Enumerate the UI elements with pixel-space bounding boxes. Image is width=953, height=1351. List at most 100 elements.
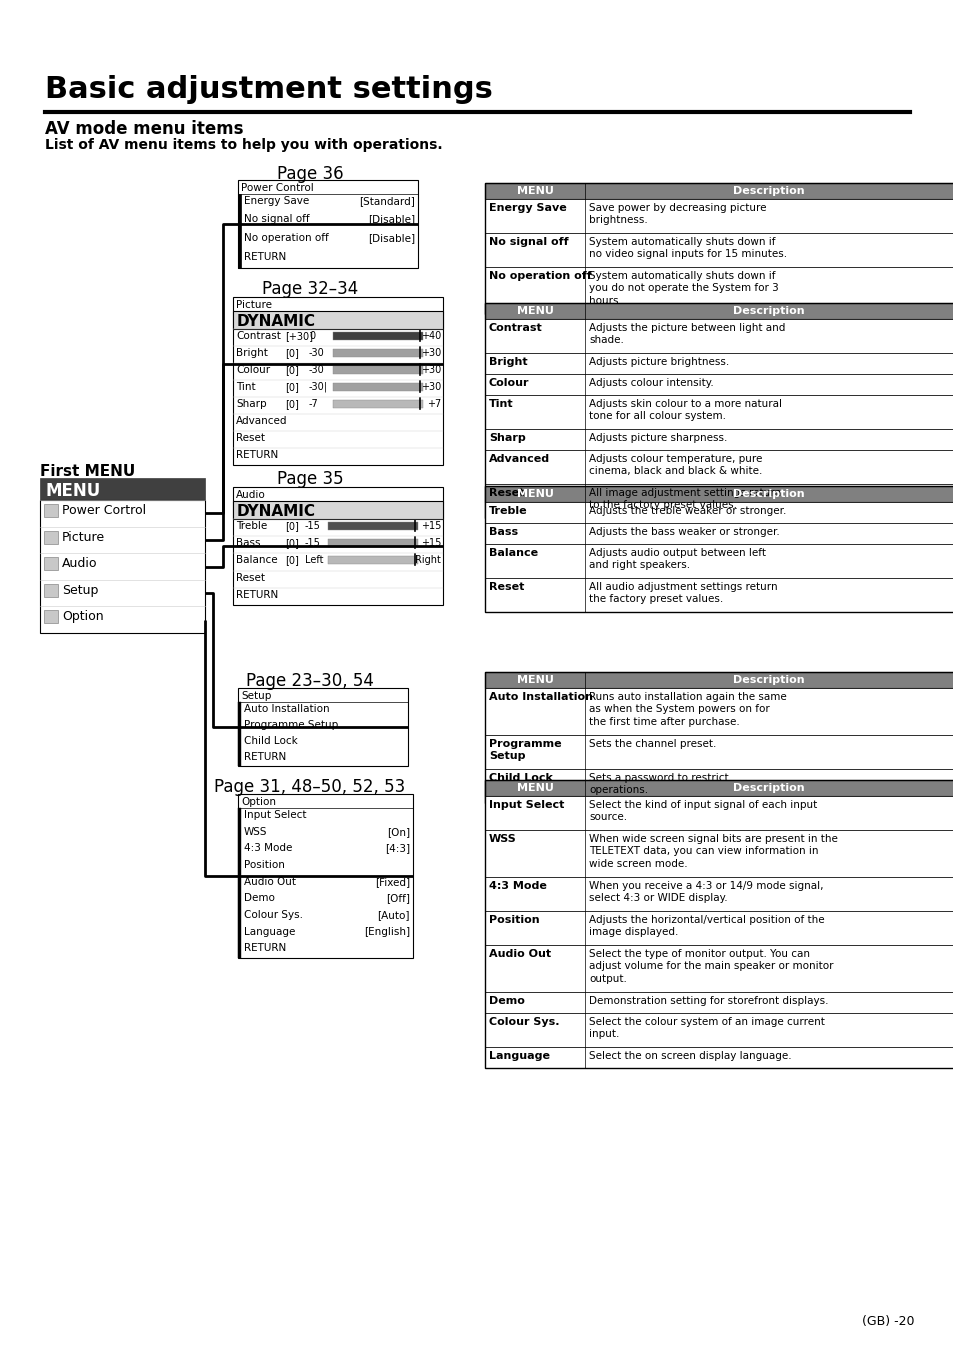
Text: [Off]: [Off]	[386, 893, 410, 904]
Text: Page 35: Page 35	[276, 470, 343, 488]
Text: Language: Language	[244, 927, 295, 936]
Text: -30: -30	[309, 365, 324, 376]
Text: Save power by decreasing picture
brightness.: Save power by decreasing picture brightn…	[588, 203, 765, 226]
Text: RETURN: RETURN	[244, 943, 286, 954]
Text: +15: +15	[420, 521, 440, 531]
Text: Left: Left	[305, 555, 323, 566]
Text: Treble: Treble	[489, 507, 527, 516]
Text: Reset: Reset	[489, 582, 524, 592]
Bar	[237, 703, 241, 766]
Bar	[484, 544, 953, 578]
Text: Bass: Bass	[489, 527, 517, 536]
Text: AV mode menu items: AV mode menu items	[45, 120, 243, 138]
Text: MENU: MENU	[516, 186, 553, 196]
Bar	[484, 303, 953, 517]
Text: System automatically shuts down if
you do not operate the System for 3
hours.: System automatically shuts down if you d…	[588, 272, 778, 305]
Text: [Disable]: [Disable]	[368, 215, 415, 224]
Text: Select the type of monitor output. You can
adjust volume for the main speaker or: Select the type of monitor output. You c…	[588, 948, 833, 984]
Text: Advanced: Advanced	[235, 416, 287, 426]
Text: [0]: [0]	[285, 349, 298, 358]
Bar	[484, 1013, 953, 1047]
Text: Select the on screen display language.: Select the on screen display language.	[588, 1051, 791, 1061]
Text: When wide screen signal bits are present in the
TELETEXT data, you can view info: When wide screen signal bits are present…	[588, 834, 837, 869]
Text: Option: Option	[62, 611, 104, 623]
Text: WSS: WSS	[244, 827, 267, 836]
Text: MENU: MENU	[46, 482, 101, 500]
Text: No signal off: No signal off	[489, 236, 568, 247]
Text: MENU: MENU	[516, 305, 553, 316]
Text: [0]: [0]	[285, 399, 298, 409]
Text: No signal off: No signal off	[244, 215, 310, 224]
Text: Adjusts the bass weaker or stronger.: Adjusts the bass weaker or stronger.	[588, 527, 779, 536]
Text: No operation off: No operation off	[244, 232, 329, 243]
Text: [0]: [0]	[285, 521, 298, 531]
Text: Audio Out: Audio Out	[244, 877, 295, 886]
Bar	[484, 232, 953, 267]
Bar	[484, 486, 953, 612]
Text: MENU: MENU	[516, 676, 553, 685]
Bar	[40, 500, 205, 634]
Text: RETURN: RETURN	[244, 251, 286, 262]
Bar	[484, 430, 953, 450]
Text: [0]: [0]	[285, 538, 298, 549]
Bar	[233, 311, 442, 330]
Bar	[484, 374, 953, 394]
Text: Demonstration setting for storefront displays.: Demonstration setting for storefront dis…	[588, 996, 827, 1006]
Bar	[333, 366, 422, 374]
Bar	[484, 877, 953, 911]
Bar	[484, 944, 953, 992]
Text: Position: Position	[244, 861, 285, 870]
Text: Child Lock: Child Lock	[489, 773, 553, 784]
Text: Advanced: Advanced	[489, 454, 550, 463]
Text: Energy Save: Energy Save	[244, 196, 309, 205]
Text: Contrast: Contrast	[489, 323, 542, 332]
Bar	[484, 182, 953, 199]
Text: Right: Right	[415, 555, 440, 566]
Text: Adjusts colour temperature, pure
cinema, black and black & white.: Adjusts colour temperature, pure cinema,…	[588, 454, 761, 477]
Text: Contrast: Contrast	[235, 331, 280, 340]
Text: Sharp: Sharp	[235, 399, 266, 409]
Text: Demo: Demo	[489, 996, 524, 1006]
Bar	[484, 303, 953, 319]
Bar	[328, 539, 417, 547]
Text: Programme
Setup: Programme Setup	[489, 739, 561, 762]
Text: Auto Installation: Auto Installation	[244, 704, 330, 713]
Bar	[40, 478, 205, 500]
Text: Adjusts the treble weaker or stronger.: Adjusts the treble weaker or stronger.	[588, 507, 785, 516]
Text: Bright: Bright	[489, 357, 527, 367]
Text: Input Select: Input Select	[489, 800, 564, 811]
Text: Energy Save: Energy Save	[489, 203, 566, 213]
Text: List of AV menu items to help you with operations.: List of AV menu items to help you with o…	[45, 138, 442, 153]
Bar	[484, 394, 953, 430]
Bar	[484, 182, 953, 313]
Text: Picture: Picture	[235, 300, 272, 309]
Text: Page 32–34: Page 32–34	[262, 280, 357, 299]
Text: Bass: Bass	[235, 538, 260, 549]
Text: DYNAMIC: DYNAMIC	[236, 313, 315, 330]
Bar	[333, 332, 422, 340]
Text: +30: +30	[420, 349, 440, 358]
Bar	[233, 297, 442, 465]
Bar	[484, 353, 953, 374]
Text: 4:3 Mode: 4:3 Mode	[489, 881, 546, 892]
Text: Setup: Setup	[241, 690, 271, 701]
Bar	[44, 611, 58, 623]
Text: [On]: [On]	[387, 827, 410, 836]
Text: Sharp: Sharp	[489, 434, 525, 443]
Text: [Auto]: [Auto]	[377, 911, 410, 920]
Bar	[484, 992, 953, 1013]
Bar	[44, 504, 58, 517]
Text: [+30]: [+30]	[285, 331, 313, 340]
Bar	[484, 267, 953, 313]
Bar	[44, 531, 58, 543]
Text: +30: +30	[420, 365, 440, 376]
Text: Tint: Tint	[235, 382, 255, 392]
Bar	[233, 486, 442, 605]
Bar	[484, 735, 953, 769]
Text: -15: -15	[305, 521, 320, 531]
Text: RETURN: RETURN	[244, 753, 286, 762]
Bar	[484, 780, 953, 1069]
Text: Demo: Demo	[244, 893, 274, 904]
Text: [English]: [English]	[363, 927, 410, 936]
Text: Colour: Colour	[489, 378, 529, 388]
